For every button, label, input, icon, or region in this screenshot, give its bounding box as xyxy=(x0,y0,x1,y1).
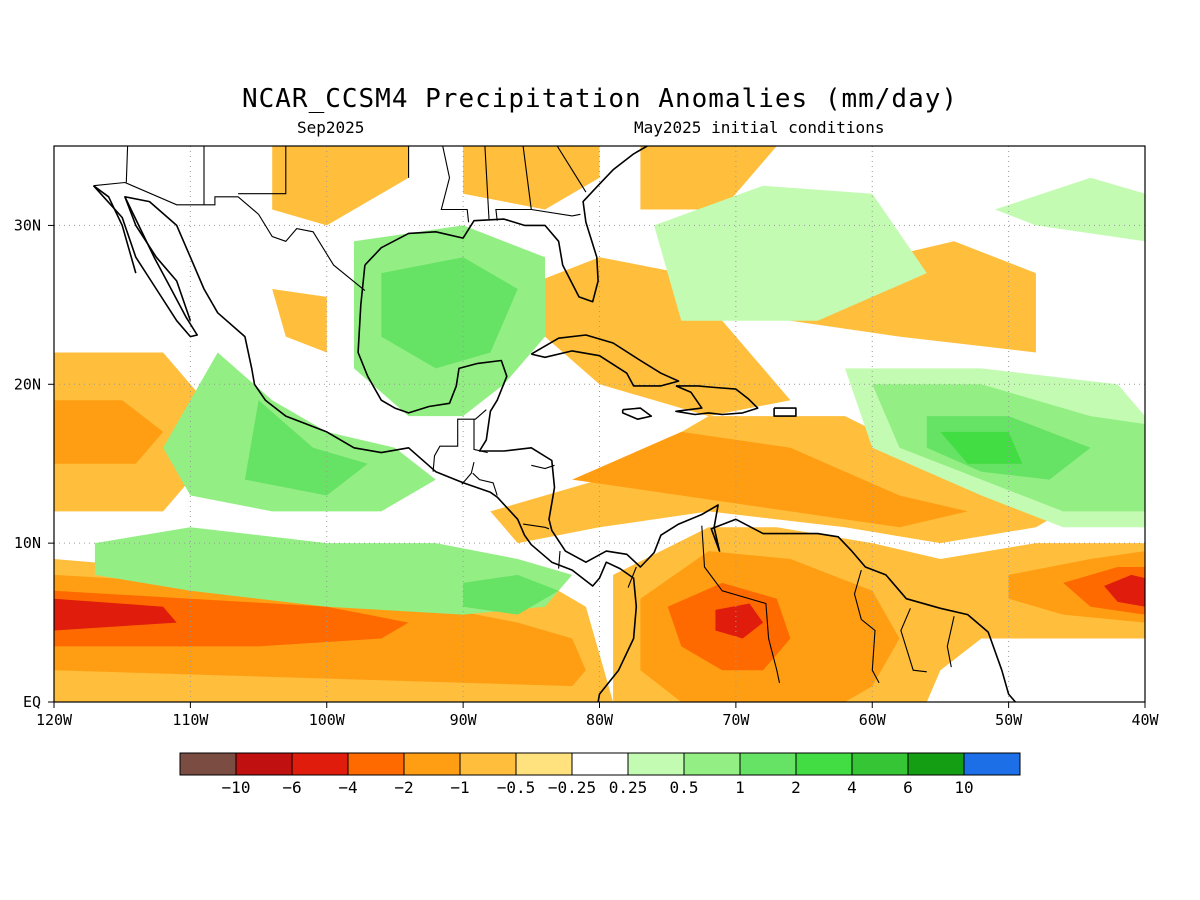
anomaly-region xyxy=(654,185,927,321)
colorbar-label: 0.5 xyxy=(670,778,699,797)
country-border xyxy=(93,181,366,292)
coastline xyxy=(93,185,137,274)
grid-layer xyxy=(54,146,1145,702)
colorbar-label: 6 xyxy=(903,778,913,797)
coastline-layer xyxy=(92,146,1017,702)
country-border xyxy=(558,551,561,569)
coastline xyxy=(364,146,648,303)
country-border xyxy=(556,146,587,193)
country-border xyxy=(946,616,955,668)
coastline xyxy=(621,407,653,421)
y-tick-label: 30N xyxy=(14,216,41,234)
colorbar-label: −2 xyxy=(394,778,413,797)
country-border xyxy=(473,419,488,454)
x-tick-label: 50W xyxy=(995,711,1023,729)
colorbar-label: −1 xyxy=(450,778,469,797)
coastline xyxy=(773,407,797,417)
anomaly-region xyxy=(640,146,777,210)
colorbar-swatch xyxy=(795,752,853,776)
country-border xyxy=(531,464,555,470)
country-border xyxy=(531,208,581,217)
colorbar-swatch xyxy=(907,752,965,776)
colorbar-label: −10 xyxy=(222,778,251,797)
country-border xyxy=(523,523,550,530)
anomaly-region xyxy=(572,431,968,528)
coastline xyxy=(92,185,638,702)
colorbar-label: 4 xyxy=(847,778,857,797)
anomaly-region xyxy=(163,352,436,512)
colorbar-swatch xyxy=(515,752,573,776)
anomaly-region xyxy=(54,590,409,647)
colorbar-swatch xyxy=(459,752,517,776)
anomaly-region xyxy=(54,400,164,464)
country-border xyxy=(495,146,532,221)
anomaly-region xyxy=(244,400,368,496)
x-tick-label: 80W xyxy=(586,711,614,729)
initial-conditions-label: May2025 initial conditions xyxy=(634,118,885,137)
country-border xyxy=(484,146,490,220)
colorbar-label: 2 xyxy=(791,778,801,797)
colorbar-swatch xyxy=(403,752,461,776)
anomaly-region xyxy=(517,257,791,417)
coastline xyxy=(530,334,680,387)
x-tick-label: 90W xyxy=(450,711,478,729)
x-tick-label: 120W xyxy=(36,711,73,729)
anomaly-region xyxy=(463,574,559,615)
colorbar-label: −4 xyxy=(338,778,357,797)
valid-month-label: Sep2025 xyxy=(297,118,365,137)
colorbar-swatch xyxy=(179,752,237,776)
anomaly-region xyxy=(995,177,1145,242)
anomaly-region xyxy=(94,527,573,615)
coastline xyxy=(675,385,759,416)
colorbar-swatch xyxy=(683,752,741,776)
country-border xyxy=(461,461,475,485)
country-border xyxy=(853,569,880,684)
country-border xyxy=(472,472,498,496)
x-tick-label: 100W xyxy=(309,711,346,729)
colorbar-swatch xyxy=(739,752,797,776)
country-border xyxy=(701,525,781,684)
colorbar-label: −6 xyxy=(282,778,301,797)
colorbar-label: 0.25 xyxy=(609,778,648,797)
anomaly-layer xyxy=(54,146,1145,702)
x-tick-label: 110W xyxy=(172,711,209,729)
country-border xyxy=(125,146,129,183)
colorbar-label: −0.5 xyxy=(497,778,536,797)
anomaly-region xyxy=(715,603,764,639)
colorbar-label: 1 xyxy=(735,778,745,797)
colorbar-swatch xyxy=(347,752,405,776)
country-border xyxy=(238,146,287,195)
anomaly-region xyxy=(54,598,177,631)
country-border xyxy=(627,566,637,588)
anomaly-region xyxy=(1104,574,1145,607)
x-tick-label: 60W xyxy=(859,711,887,729)
colorbar-swatch xyxy=(235,752,293,776)
colorbar: −10 −6 −4 −2 −1 −0.5 −0.25 0.25 0.5 1 2 4 6 10 xyxy=(179,752,1021,797)
anomaly-region xyxy=(940,431,1023,464)
chart-title: NCAR_CCSM4 Precipitation Anomalies (mm/d… xyxy=(241,84,959,114)
anomaly-region xyxy=(381,257,518,369)
colorbar-swatch xyxy=(291,752,349,776)
colorbar-swatch xyxy=(963,752,1021,776)
x-tick-label: 70W xyxy=(722,711,750,729)
colorbar-label: 10 xyxy=(954,778,973,797)
colorbar-swatch xyxy=(851,752,909,776)
country-border xyxy=(440,146,470,223)
anomaly-region xyxy=(272,289,327,353)
country-border xyxy=(432,409,487,472)
y-tick-label: EQ xyxy=(23,693,41,711)
anomaly-region xyxy=(272,146,409,226)
y-tick-label: 20N xyxy=(14,375,41,393)
anomaly-region xyxy=(463,146,600,210)
colorbar-swatch xyxy=(627,752,685,776)
colorbar-label: −0.25 xyxy=(548,778,596,797)
axis-layer: 120W 110W 100W 90W 80W 70W 60W 50W 40W EQ 10N 20N 30… xyxy=(14,216,1160,729)
y-tick-label: 10N xyxy=(14,534,41,552)
colorbar-swatch xyxy=(571,752,629,776)
coastline xyxy=(357,265,1017,702)
country-border xyxy=(900,608,927,673)
x-tick-label: 40W xyxy=(1131,711,1159,729)
coastline xyxy=(124,196,192,321)
